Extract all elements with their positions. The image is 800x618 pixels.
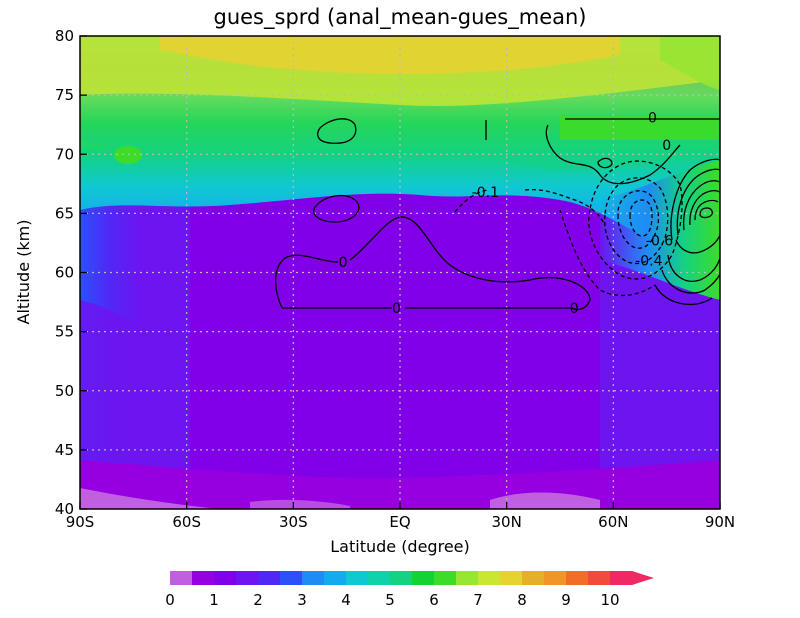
- x-axis-label: Latitude (degree): [330, 537, 470, 556]
- contour-labels: 00-0.100 0-0.6-0.4: [339, 111, 674, 317]
- colorbar-label: 10: [600, 591, 619, 609]
- contour-zero-line: [545, 118, 720, 185]
- y-tick-label: 60: [55, 264, 74, 282]
- x-tick-label: 60S: [172, 513, 201, 531]
- y-tick-label: 65: [55, 204, 74, 222]
- colorbar-swatch: [588, 571, 611, 585]
- y-tick-label: 50: [55, 382, 74, 400]
- contour-pos-line: [694, 199, 719, 221]
- x-tick-label: 90S: [66, 513, 95, 531]
- chart-title: gues_sprd (anal_mean-gues_mean): [214, 5, 587, 30]
- colorbar-swatch: [610, 571, 633, 585]
- x-tick-label: 30S: [279, 513, 308, 531]
- contour-label: -0.6: [646, 234, 673, 250]
- contour-pos-line: [676, 168, 720, 236]
- contour-pos-line: [689, 190, 720, 226]
- colorbar: 0 1 2 3 4 5 6 7 8 9 10: [165, 571, 654, 609]
- contour-label: 0: [339, 255, 348, 271]
- contour-lines: [274, 118, 720, 311]
- colorbar-swatch: [214, 571, 237, 585]
- colorbar-swatch: [412, 571, 435, 585]
- colorbar-label: 5: [385, 591, 395, 609]
- grid: [80, 36, 720, 509]
- colorbar-extend-arrow: [632, 571, 654, 585]
- contour-label: 0: [392, 301, 401, 317]
- contour-neg-line: [454, 189, 606, 226]
- colorbar-swatch: [258, 571, 281, 585]
- colorbar-swatch: [456, 571, 479, 585]
- x-axis-ticks: 90S 60S 30S EQ 30N 60N 90N: [66, 502, 735, 531]
- colorbar-swatch: [324, 571, 347, 585]
- contour-label: -0.1: [472, 185, 499, 201]
- y-axis-label: Altitude (km): [14, 220, 33, 325]
- x-tick-label: EQ: [389, 513, 410, 531]
- colorbar-swatch: [368, 571, 391, 585]
- colorbar-swatch: [434, 571, 457, 585]
- contour-pos-line: [682, 180, 720, 231]
- contour-pos-line: [654, 284, 713, 306]
- colorbar-swatch: [236, 571, 259, 585]
- colorbar-label: 9: [561, 591, 571, 609]
- colorbar-label: 6: [429, 591, 439, 609]
- contour-label: 0: [570, 301, 579, 317]
- contour-zero-line: [317, 118, 357, 144]
- colorbar-swatch: [522, 571, 545, 585]
- y-tick-label: 80: [55, 27, 74, 45]
- colorbar-swatch: [170, 571, 193, 585]
- x-tick-label: 60N: [598, 513, 628, 531]
- y-tick-label: 55: [55, 323, 74, 341]
- colorbar-swatch: [566, 571, 589, 585]
- colorbar-label: 1: [209, 591, 219, 609]
- contour-label: 0: [662, 138, 671, 154]
- y-axis-ticks: 40 45 50 55 60 65 70 75 80: [55, 27, 87, 518]
- contour-zero-line: [274, 216, 591, 311]
- colorbar-swatch: [544, 571, 567, 585]
- contour-neg-line: [604, 177, 669, 265]
- colorbar-swatch: [302, 571, 325, 585]
- colorbar-swatch: [346, 571, 369, 585]
- y-tick-label: 40: [55, 500, 74, 518]
- colorbar-swatch: [280, 571, 303, 585]
- x-tick-label: 30N: [492, 513, 522, 531]
- colorbar-label: 8: [517, 591, 527, 609]
- contour-neg-line: [617, 190, 660, 249]
- colorbar-label: 0: [165, 591, 175, 609]
- colorbar-swatch: [500, 571, 523, 585]
- contour-zero-line: [597, 157, 613, 169]
- contour-label: 0: [648, 111, 657, 127]
- contour-neg-line: [629, 199, 653, 237]
- contour-zero-line: [313, 194, 360, 223]
- contour-neg-line: [559, 209, 656, 297]
- colorbar-swatch: [390, 571, 413, 585]
- y-tick-label: 45: [55, 441, 74, 459]
- y-tick-label: 70: [55, 145, 74, 163]
- colorbar-label: 4: [341, 591, 351, 609]
- colorbar-swatch: [478, 571, 501, 585]
- contour-label: -0.4: [635, 254, 662, 270]
- colorbar-label: 2: [253, 591, 263, 609]
- y-tick-label: 75: [55, 86, 74, 104]
- colorbar-swatch: [192, 571, 215, 585]
- contour-pos-line: [667, 254, 720, 282]
- x-tick-label: 90N: [705, 513, 735, 531]
- contour-pos-line: [675, 234, 720, 254]
- colorbar-label: 7: [473, 591, 483, 609]
- contour-pos-line: [699, 207, 713, 219]
- colorbar-label: 3: [297, 591, 307, 609]
- contour-pos-line: [670, 158, 720, 241]
